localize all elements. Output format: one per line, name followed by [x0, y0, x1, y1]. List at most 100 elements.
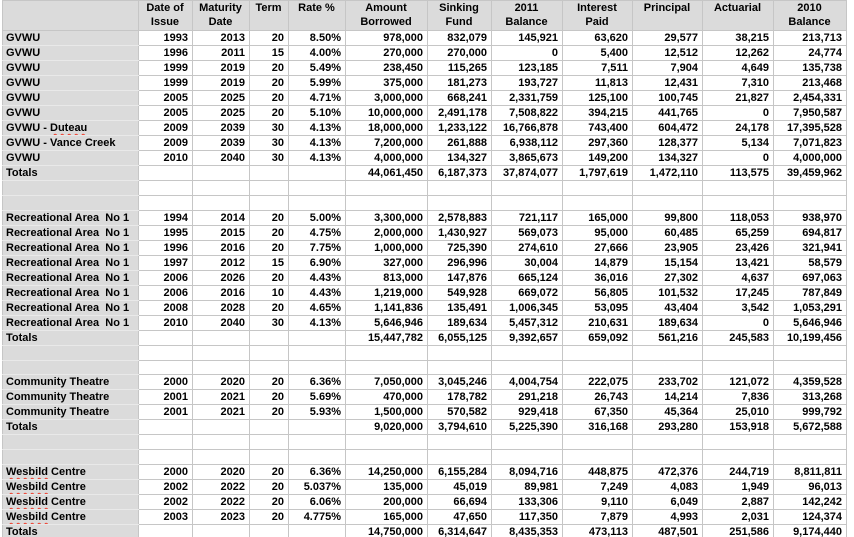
value-cell[interactable]: 2009 — [138, 120, 193, 136]
value-cell[interactable]: 18,000,000 — [345, 120, 428, 136]
value-cell[interactable]: 189,634 — [427, 314, 492, 331]
value-cell[interactable]: 20 — [249, 494, 289, 511]
value-cell[interactable]: 5,457,312 — [491, 314, 563, 331]
value-cell[interactable]: 2003 — [138, 509, 193, 526]
value-cell[interactable]: 2014 — [192, 209, 250, 226]
value-cell[interactable]: 570,582 — [427, 404, 492, 421]
value-cell[interactable]: 36,016 — [562, 269, 633, 286]
row-label-cell[interactable]: GVWU — [2, 60, 139, 76]
value-cell[interactable]: 1995 — [138, 224, 193, 241]
value-cell[interactable]: 128,377 — [632, 135, 703, 151]
value-cell[interactable]: 7,836 — [702, 389, 774, 406]
value-cell[interactable]: 12,431 — [632, 75, 703, 91]
row-label-cell[interactable]: Recreational Area No 1 — [2, 209, 139, 226]
value-cell[interactable]: 2006 — [138, 269, 193, 286]
value-cell[interactable]: 3,300,000 — [345, 209, 428, 226]
value-cell[interactable]: 11,813 — [562, 75, 633, 91]
value-cell[interactable]: 313,268 — [773, 389, 847, 406]
value-cell[interactable]: 24,178 — [702, 120, 774, 136]
value-cell[interactable] — [427, 180, 492, 196]
row-label-cell[interactable]: Recreational Area No 1 — [2, 284, 139, 301]
value-cell[interactable]: 1,000,000 — [345, 239, 428, 256]
value-cell[interactable] — [288, 359, 346, 376]
value-cell[interactable]: 20 — [249, 509, 289, 526]
value-cell[interactable]: 2015 — [192, 224, 250, 241]
value-cell[interactable]: 3,542 — [702, 299, 774, 316]
value-cell[interactable]: 7,249 — [562, 479, 633, 496]
value-cell[interactable]: 2,578,883 — [427, 209, 492, 226]
value-cell[interactable]: 549,928 — [427, 284, 492, 301]
value-cell[interactable]: 20 — [249, 75, 289, 91]
row-label-cell[interactable] — [2, 344, 139, 361]
value-cell[interactable]: 118,053 — [702, 209, 774, 226]
value-cell[interactable]: 15,447,782 — [345, 329, 428, 346]
row-label-cell[interactable]: Recreational Area No 1 — [2, 224, 139, 241]
column-header[interactable]: Rate % — [288, 0, 346, 31]
value-cell[interactable]: 441,765 — [632, 105, 703, 121]
value-cell[interactable]: 30 — [249, 314, 289, 331]
value-cell[interactable]: 694,817 — [773, 224, 847, 241]
value-cell[interactable]: 7,050,000 — [345, 374, 428, 391]
value-cell[interactable]: 56,805 — [562, 284, 633, 301]
value-cell[interactable] — [632, 449, 703, 466]
value-cell[interactable] — [491, 449, 563, 466]
value-cell[interactable]: 5.49% — [288, 60, 346, 76]
value-cell[interactable] — [702, 359, 774, 376]
value-cell[interactable]: 135,000 — [345, 479, 428, 496]
value-cell[interactable]: 95,000 — [562, 224, 633, 241]
column-header[interactable]: Sinking Fund — [427, 0, 492, 31]
value-cell[interactable] — [288, 449, 346, 466]
value-cell[interactable] — [288, 329, 346, 346]
value-cell[interactable]: 181,273 — [427, 75, 492, 91]
value-cell[interactable] — [288, 524, 346, 537]
value-cell[interactable] — [138, 180, 193, 196]
value-cell[interactable]: 124,374 — [773, 509, 847, 526]
value-cell[interactable]: 7,950,587 — [773, 105, 847, 121]
value-cell[interactable]: 316,168 — [562, 419, 633, 436]
value-cell[interactable]: 4.65% — [288, 299, 346, 316]
value-cell[interactable]: 1,006,345 — [491, 299, 563, 316]
value-cell[interactable] — [192, 329, 250, 346]
value-cell[interactable]: 20 — [249, 224, 289, 241]
value-cell[interactable]: 261,888 — [427, 135, 492, 151]
column-header[interactable]: Interest Paid — [562, 0, 633, 31]
value-cell[interactable]: 113,575 — [702, 165, 774, 181]
value-cell[interactable]: 101,532 — [632, 284, 703, 301]
value-cell[interactable]: 149,200 — [562, 150, 633, 166]
value-cell[interactable]: 2020 — [192, 374, 250, 391]
value-cell[interactable]: 8,435,353 — [491, 524, 563, 537]
value-cell[interactable]: 4,004,754 — [491, 374, 563, 391]
value-cell[interactable]: 297,360 — [562, 135, 633, 151]
value-cell[interactable] — [288, 344, 346, 361]
value-cell[interactable]: 96,013 — [773, 479, 847, 496]
value-cell[interactable]: 2,887 — [702, 494, 774, 511]
value-cell[interactable]: 222,075 — [562, 374, 633, 391]
value-cell[interactable]: 4,637 — [702, 269, 774, 286]
row-label-cell[interactable]: GVWU - Vance Creek — [2, 135, 139, 151]
value-cell[interactable] — [138, 524, 193, 537]
row-label-cell[interactable]: Recreational Area No 1 — [2, 254, 139, 271]
value-cell[interactable]: 5,400 — [562, 45, 633, 61]
value-cell[interactable]: 2028 — [192, 299, 250, 316]
value-cell[interactable]: 30,004 — [491, 254, 563, 271]
row-label-cell[interactable]: Wesbild Centre — [2, 464, 139, 481]
value-cell[interactable]: 448,875 — [562, 464, 633, 481]
value-cell[interactable] — [562, 180, 633, 196]
value-cell[interactable]: 45,019 — [427, 479, 492, 496]
value-cell[interactable] — [632, 359, 703, 376]
value-cell[interactable]: 1996 — [138, 239, 193, 256]
value-cell[interactable]: 6.06% — [288, 494, 346, 511]
value-cell[interactable]: 3,865,673 — [491, 150, 563, 166]
row-label-cell[interactable]: Community Theatre — [2, 404, 139, 421]
value-cell[interactable] — [138, 344, 193, 361]
row-label-cell[interactable]: Totals — [2, 165, 139, 181]
value-cell[interactable] — [192, 419, 250, 436]
value-cell[interactable] — [288, 165, 346, 181]
value-cell[interactable] — [491, 359, 563, 376]
value-cell[interactable]: 327,000 — [345, 254, 428, 271]
value-cell[interactable]: 375,000 — [345, 75, 428, 91]
value-cell[interactable]: 4.00% — [288, 45, 346, 61]
value-cell[interactable]: 4,359,528 — [773, 374, 847, 391]
value-cell[interactable]: 14,214 — [632, 389, 703, 406]
value-cell[interactable]: 12,512 — [632, 45, 703, 61]
